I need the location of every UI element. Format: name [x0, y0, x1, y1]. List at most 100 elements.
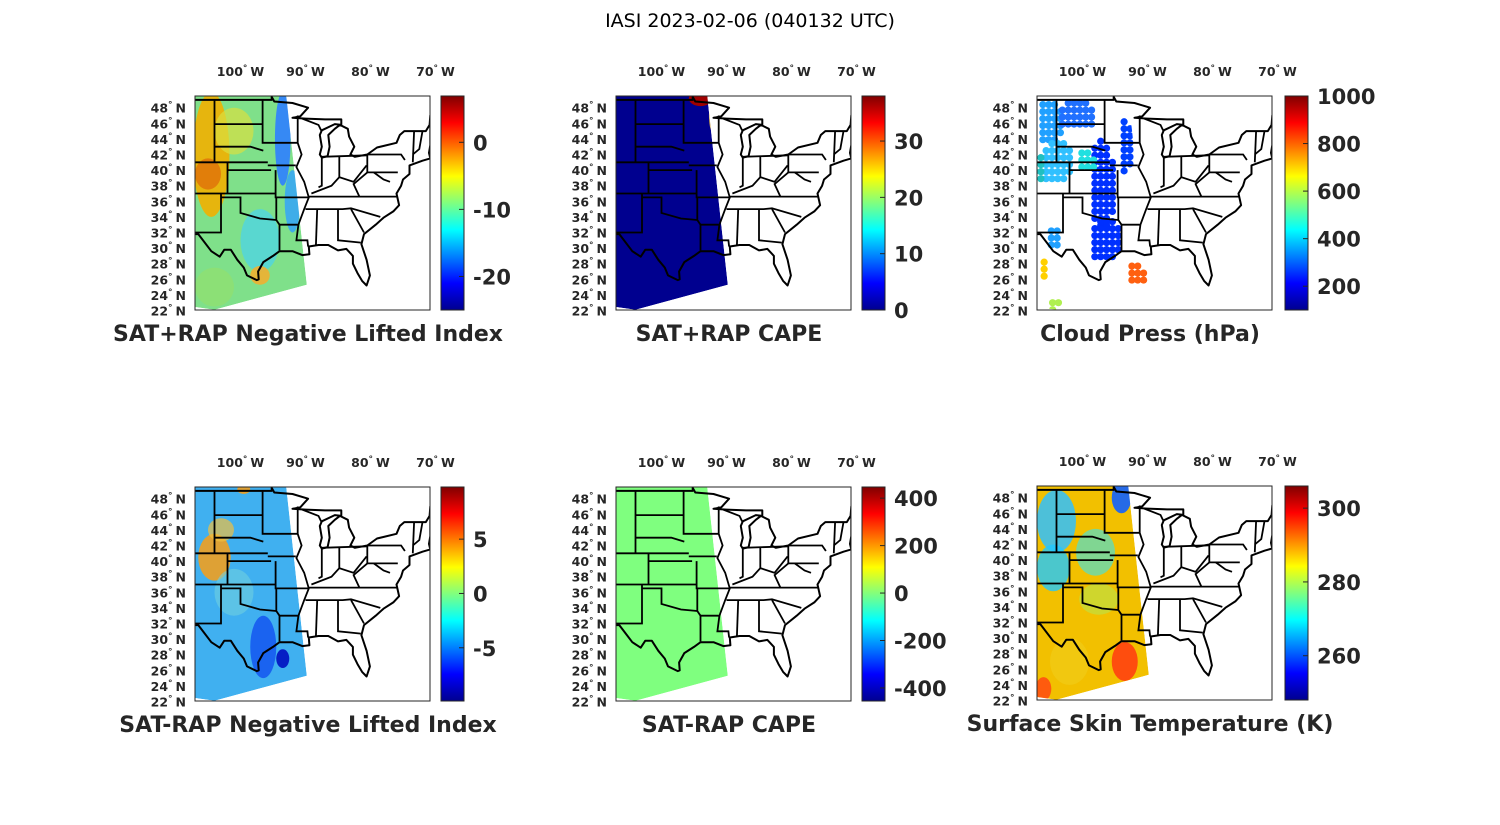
state-border: [373, 562, 391, 574]
lat-tick-label: 42° N: [993, 538, 1028, 553]
lat-tick-label: 24° N: [151, 679, 186, 694]
data-point: [1108, 207, 1116, 216]
lat-tick-label: 38° N: [151, 179, 186, 194]
lon-tick-label: 80° W: [351, 64, 390, 79]
colorbar-tick-label: -5: [473, 637, 496, 661]
lat-tick-label: 34° N: [151, 601, 186, 616]
lat-tick-label: 38° N: [151, 570, 186, 585]
state-border: [352, 562, 368, 588]
data-patch: [250, 615, 277, 679]
data-point: [1128, 269, 1136, 277]
state-border: [221, 587, 277, 612]
data-point: [1097, 207, 1105, 216]
state-border: [833, 521, 845, 547]
data-point: [1054, 299, 1063, 307]
lat-tick-label: 24° N: [572, 679, 607, 694]
data-point: [1102, 179, 1111, 187]
state-border: [261, 490, 298, 535]
state-border: [1163, 154, 1210, 158]
data-point: [1042, 175, 1050, 183]
panel-title: SAT+RAP Negative Lifted Index: [113, 322, 503, 347]
lat-tick-label: 40° N: [572, 163, 607, 178]
data-point: [1091, 232, 1099, 240]
data-point: [1082, 106, 1090, 114]
state-border: [758, 209, 782, 244]
state-border: [373, 171, 391, 183]
data-point: [1091, 200, 1099, 209]
state-border: [695, 170, 730, 199]
state-border: [696, 197, 702, 251]
data-point: [1070, 99, 1078, 107]
state-border: [214, 536, 264, 543]
state-border: [682, 99, 719, 144]
state-border: [788, 544, 827, 552]
data-point: [1045, 122, 1053, 130]
data-point: [1045, 100, 1053, 109]
coastline: [616, 487, 851, 678]
coastline: [195, 96, 430, 287]
data-patch: [214, 107, 254, 155]
state-border: [318, 547, 323, 580]
state-border: [311, 164, 368, 195]
lat-tick-label: 38° N: [993, 569, 1028, 584]
data-point: [1102, 193, 1111, 201]
data-point: [1045, 115, 1053, 123]
lat-tick-label: 40° N: [151, 163, 186, 178]
data-point: [1091, 225, 1099, 233]
lat-tick-label: 28° N: [993, 647, 1028, 662]
data-point: [1042, 147, 1050, 155]
state-border: [367, 153, 406, 161]
data-point: [1039, 115, 1047, 123]
data-point: [1128, 276, 1136, 284]
data-point: [1108, 239, 1116, 247]
data-point: [1097, 172, 1105, 180]
lon-tick-label: 80° W: [1193, 64, 1232, 79]
data-point: [1053, 234, 1061, 242]
data-point: [1108, 225, 1116, 233]
lat-tick-label: 48° N: [151, 492, 186, 507]
lat-tick-label: 34° N: [572, 210, 607, 225]
map-panel: 100° W 90° W 80° W 70° W 48° N46° N44° N42° N40° N38°…: [572, 64, 924, 347]
data-patch: [195, 267, 234, 307]
map-frame: [194, 95, 431, 311]
data-point: [1048, 139, 1056, 148]
state-border: [833, 130, 845, 156]
lat-tick-label: 44° N: [993, 522, 1028, 537]
lat-tick-label: 28° N: [572, 257, 607, 272]
data-point: [1097, 253, 1105, 261]
data-point: [1134, 269, 1142, 277]
state-border: [1163, 544, 1210, 548]
map-frame: [1036, 95, 1273, 311]
colorbar-tick-label: 1000: [1317, 85, 1375, 109]
lat-tick-label: 32° N: [993, 616, 1028, 631]
state-border: [318, 156, 323, 189]
data-point: [1091, 179, 1099, 187]
data-point: [1060, 154, 1068, 162]
data-point: [1039, 136, 1047, 144]
data-point: [1120, 146, 1128, 154]
data-point: [1120, 118, 1128, 126]
state-border: [742, 154, 789, 158]
lat-tick-label: 36° N: [572, 194, 607, 209]
data-point: [1120, 167, 1128, 175]
state-border: [337, 209, 361, 244]
lat-tick-label: 32° N: [151, 617, 186, 632]
state-border: [1116, 560, 1151, 589]
data-point: [1097, 186, 1105, 194]
data-point: [1039, 108, 1047, 116]
data-point: [1040, 265, 1048, 273]
state-border: [1160, 546, 1165, 579]
colorbar: [861, 95, 886, 311]
lon-tick-label: 100° W: [638, 64, 686, 79]
lat-tick-label: 36° N: [151, 585, 186, 600]
data-point: [1078, 163, 1086, 171]
state-border: [195, 584, 222, 625]
data-point: [1037, 154, 1045, 162]
lat-tick-label: 48° N: [151, 101, 186, 116]
data-point: [1128, 262, 1136, 270]
lat-tick-label: 30° N: [572, 241, 607, 256]
state-border: [1194, 561, 1210, 587]
state-border: [1194, 171, 1210, 197]
data-point: [1056, 129, 1064, 137]
data-point: [1134, 262, 1142, 270]
